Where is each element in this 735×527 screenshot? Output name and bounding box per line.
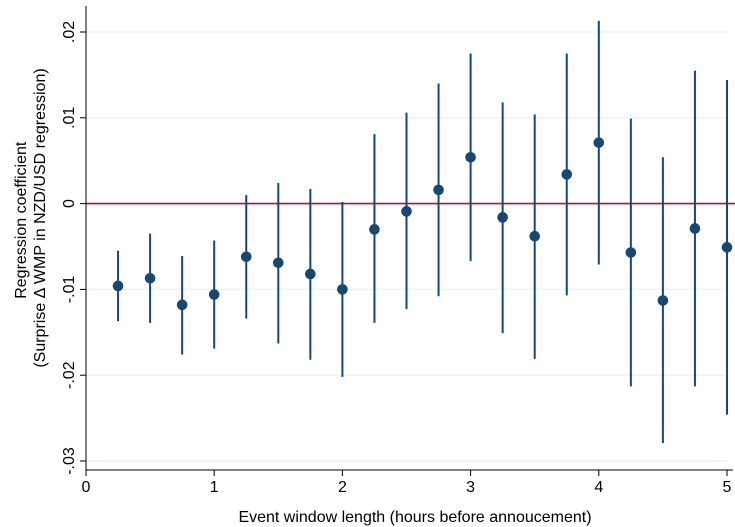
data-point-6 [305,268,316,280]
data-point-10 [433,184,444,196]
x-tick-label-0: 0 [82,479,91,496]
axes [80,6,733,476]
y-axis-label-line-2: (Surprise Δ WMP in NZD/USD regression) [32,68,49,367]
data-point-19 [721,242,733,253]
x-tick-label-3: 3 [466,479,475,496]
data-point-8 [369,224,380,235]
y-axis-label: Regression coefficient (Surprise Δ WMP i… [13,68,49,367]
x-tick-label-5: 5 [723,479,732,496]
data-point-5 [273,257,284,269]
y-tick-label-4: .01 [61,107,78,129]
y-tick-label-1: -.02 [61,361,78,389]
data-points [112,137,733,311]
data-point-3 [208,289,220,300]
x-tick-labels: 0 1 2 3 4 5 [82,479,732,496]
y-tick-labels: -.03 -.02 -.01 0 .01 .02 [61,21,78,475]
data-point-7 [337,284,348,295]
x-tick-label-2: 2 [338,479,347,496]
y-tick-label-2: -.01 [61,276,78,304]
y-tick-label-0: -.03 [61,447,78,475]
data-point-14 [561,169,573,180]
data-point-1 [144,272,156,284]
data-point-13 [529,230,540,242]
y-tick-label-3: 0 [61,199,78,208]
data-point-2 [176,299,188,311]
data-point-9 [401,206,412,217]
x-tick-label-4: 4 [594,479,603,496]
data-point-17 [657,295,669,306]
x-axis-label: Event window length (hours before annouc… [238,509,591,526]
y-tick-label-5: .02 [61,21,78,43]
data-point-0 [112,280,124,292]
y-axis-label-line-1: Regression coefficient [13,141,30,299]
data-point-12 [497,212,508,223]
data-point-11 [465,151,476,163]
data-point-16 [625,247,637,258]
data-point-15 [593,137,605,148]
data-point-18 [689,223,701,234]
data-point-4 [240,251,252,263]
x-tick-label-1: 1 [210,479,219,496]
